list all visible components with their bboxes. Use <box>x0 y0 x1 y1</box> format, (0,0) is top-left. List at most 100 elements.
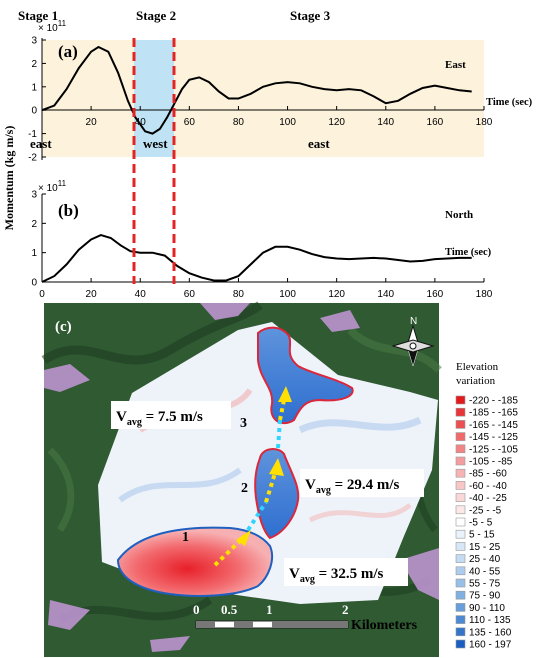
legend-swatch <box>455 505 466 515</box>
velocity-label-zone-3: Vavg = 7.5 m/s <box>111 401 231 429</box>
legend-swatch <box>455 468 466 478</box>
y-tick-label: 0 <box>31 106 37 117</box>
legend-item: 5 - 15 <box>455 529 495 541</box>
x-tick-label: 40 <box>135 289 147 300</box>
legend-label: -145 - -125 <box>469 432 518 443</box>
legend-label: 25 - 40 <box>469 554 501 565</box>
phase-label-east-1: east <box>30 136 52 151</box>
legend-item: 110 - 135 <box>455 615 511 626</box>
zone-label-1: 1 <box>182 530 189 545</box>
phase-label-east-2: east <box>308 136 330 151</box>
legend-label: -165 - -145 <box>469 420 518 431</box>
legend-item: -145 - -125 <box>455 432 518 443</box>
legend-label: 75 - 90 <box>469 591 501 602</box>
y-tick-label: 3 <box>31 190 37 201</box>
legend-title-line-1: Elevation <box>456 361 499 373</box>
legend-item: -185 - -165 <box>455 408 518 419</box>
series-line-east <box>41 45 472 135</box>
x-tick-label: 0 <box>39 289 45 300</box>
map-panel: (c) N 3 2 1 Vavg = 7.5 m/s Vavg = 29.4 m… <box>41 301 442 657</box>
scale-unit: Kilometers <box>351 618 418 633</box>
legend-item: 55 - 75 <box>455 578 501 590</box>
scale-tick-0: 0 <box>193 602 200 617</box>
zone-label-2: 2 <box>241 481 248 496</box>
legend-item: -165 - -145 <box>455 420 518 431</box>
scale-tick-1: 1 <box>266 602 273 617</box>
x-axis-title: Time (sec) <box>445 247 492 258</box>
legend-label: -5 - 5 <box>469 518 493 529</box>
legend-label: 110 - 135 <box>469 615 511 626</box>
scale-tick-0-5: 0.5 <box>221 602 238 617</box>
legend-item: -85 - -60 <box>455 468 507 480</box>
y-tick-label: 2 <box>31 219 37 230</box>
x-tick-label: 40 <box>135 117 147 128</box>
flow-path <box>213 386 292 567</box>
panel-a: -2 -1 0 1 2 3 20 40 60 80 100 120 140 160 180 (a) Eas… <box>28 19 533 164</box>
zone-labels: 3 2 1 <box>182 416 248 545</box>
legend-swatch <box>455 566 466 576</box>
y-tick-label: 0 <box>31 278 37 289</box>
x-tick-label: 140 <box>377 117 394 128</box>
legend-swatch <box>455 590 466 600</box>
legend-item: 90 - 110 <box>455 603 505 614</box>
phase-background <box>42 40 484 157</box>
y-tick-label: 2 <box>31 59 37 70</box>
legend-swatch <box>455 493 466 502</box>
legend-title-line-2: variation <box>456 375 496 387</box>
legend-item: -60 - -40 <box>455 481 507 492</box>
legend-label: -220 - -185 <box>469 396 518 407</box>
legend-label: -25 - -5 <box>469 505 502 516</box>
east-label: East <box>445 59 466 71</box>
stage-1-label: Stage 1 <box>18 8 58 23</box>
x-tick-label: 60 <box>184 289 196 300</box>
legend-item: 25 - 40 <box>455 554 501 565</box>
x-tick-label: 180 <box>476 117 493 128</box>
x-axis-title: Time (sec) <box>486 97 533 108</box>
y-tick-label: 3 <box>31 36 37 47</box>
x-tick-label: 20 <box>86 117 98 128</box>
x-tick-label: 80 <box>233 289 245 300</box>
legend-swatch <box>455 529 466 539</box>
legend-swatch <box>455 517 466 527</box>
velocity-label-zone-2: Vavg = 29.4 m/s <box>300 469 424 497</box>
legend-item: 40 - 55 <box>455 566 501 577</box>
legend-swatch <box>455 578 466 588</box>
exponent-a: × 1011 <box>38 19 67 34</box>
legend-label: 55 - 75 <box>469 579 501 590</box>
legend-items: -220 - -185-185 - -165-165 - -145-145 - … <box>455 395 518 651</box>
north-label: North <box>445 209 473 221</box>
y-tick-label: 1 <box>31 82 37 93</box>
legend-swatch <box>455 420 466 429</box>
legend-item: -220 - -185 <box>455 395 518 407</box>
x-tick-labels: 0 20 40 60 80 100 120 140 160 180 <box>39 278 493 300</box>
legend: Elevation variation -220 - -185-185 - -1… <box>455 361 518 651</box>
legend-swatch <box>455 554 466 563</box>
svg-text:Vavg = 32.5 m/s: Vavg = 32.5 m/s <box>289 566 384 585</box>
legend-label: -40 - -25 <box>469 493 507 504</box>
scale-bar: 0 0.5 1 2 Kilometers <box>193 602 418 633</box>
legend-label: -105 - -85 <box>469 457 513 468</box>
legend-label: 90 - 110 <box>469 603 505 614</box>
legend-item: -125 - -105 <box>455 444 518 455</box>
svg-text:Vavg = 29.4 m/s: Vavg = 29.4 m/s <box>305 477 400 496</box>
panel-label-b: (b) <box>58 201 79 220</box>
x-tick-label: 60 <box>184 117 196 128</box>
panel-label-a: (a) <box>58 42 78 61</box>
y-axis-title: Momentum (kg m/s) <box>2 126 16 231</box>
legend-swatch <box>455 615 466 624</box>
legend-swatch <box>455 395 466 405</box>
legend-item: 15 - 25 <box>455 542 501 553</box>
x-tick-label: 80 <box>233 117 245 128</box>
x-tick-label: 160 <box>427 117 444 128</box>
velocity-label-zone-1: Vavg = 32.5 m/s <box>284 558 408 586</box>
legend-swatch <box>455 456 466 466</box>
legend-label: -85 - -60 <box>469 469 507 480</box>
legend-item: -105 - -85 <box>455 456 513 468</box>
panel-label-c: (c) <box>55 319 72 335</box>
legend-label: 15 - 25 <box>469 542 501 553</box>
legend-item: -40 - -25 <box>455 493 507 504</box>
x-tick-label: 140 <box>377 289 394 300</box>
x-tick-label: 180 <box>476 289 493 300</box>
legend-label: -125 - -105 <box>469 444 518 455</box>
